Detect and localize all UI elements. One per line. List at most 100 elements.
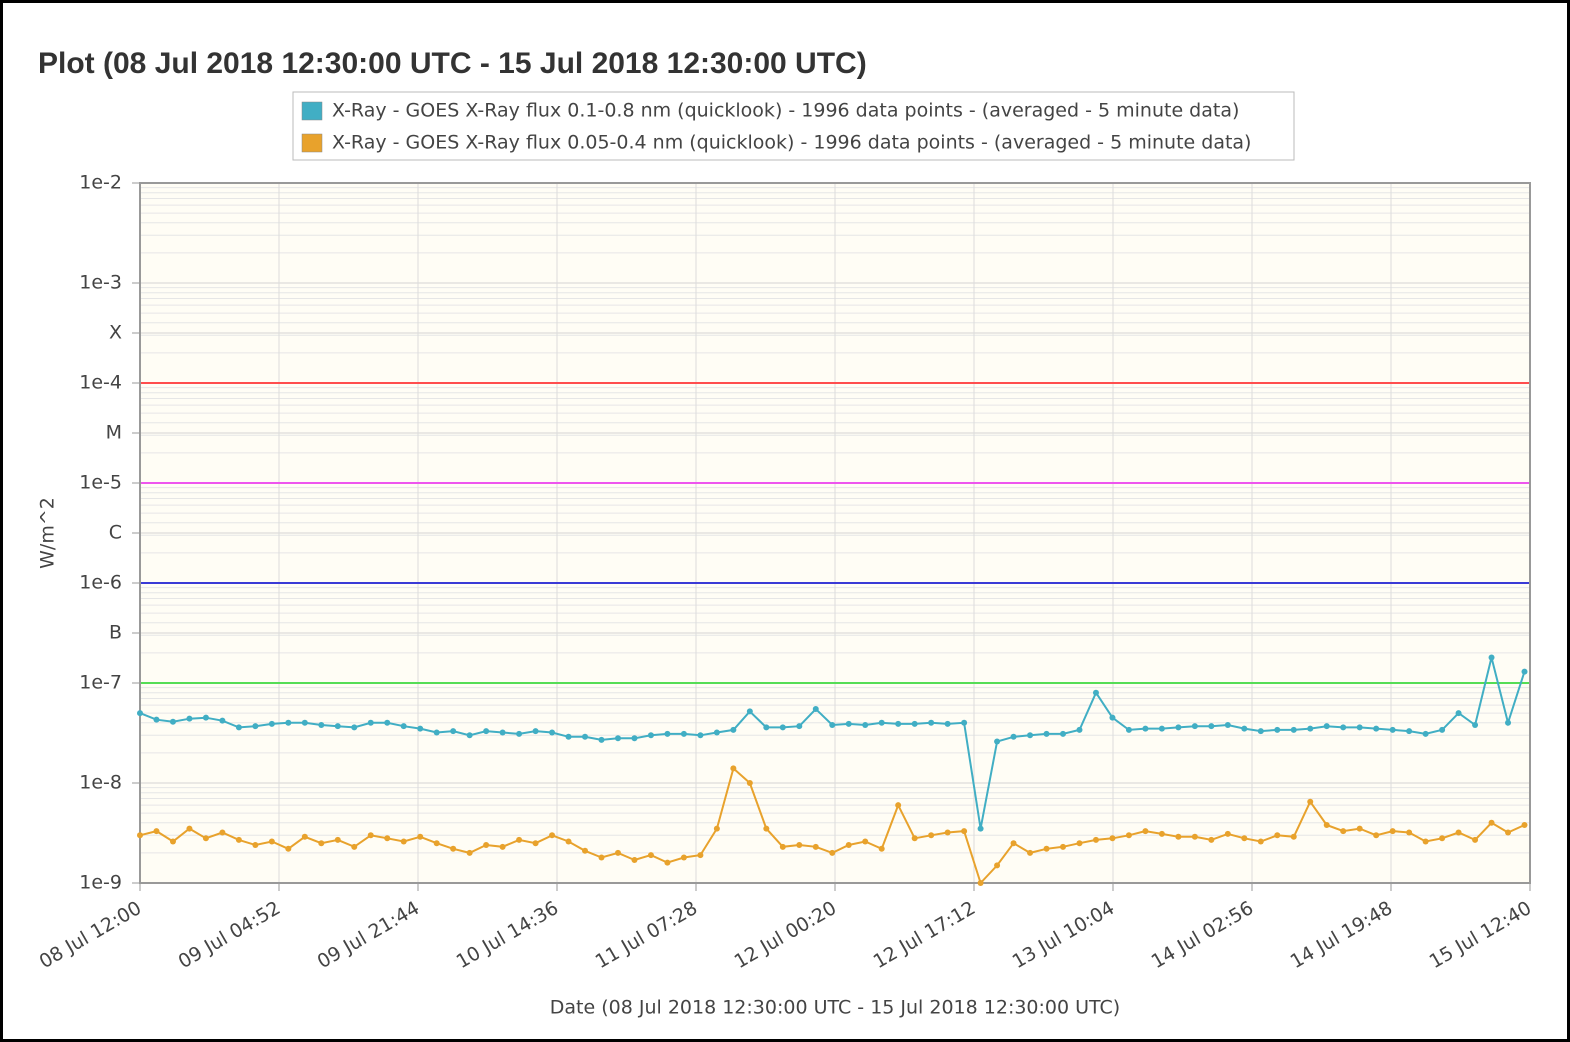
data-point [631, 856, 638, 863]
data-point [516, 836, 523, 843]
y-tick-label: C [109, 522, 122, 544]
data-point [367, 719, 374, 726]
data-point [1010, 733, 1017, 740]
data-point [450, 728, 457, 735]
data-point [911, 835, 918, 842]
data-point [1455, 710, 1462, 717]
data-point [1208, 723, 1215, 730]
data-point [812, 705, 819, 712]
data-point [895, 802, 902, 809]
legend-swatch [301, 101, 323, 121]
data-point [977, 825, 984, 832]
data-point [252, 841, 259, 848]
data-point [1356, 724, 1363, 731]
data-point [1455, 829, 1462, 836]
data-point [895, 720, 902, 727]
data-point [1521, 668, 1528, 675]
data-point [1092, 836, 1099, 843]
legend-label: X-Ray - GOES X-Ray flux 0.05-0.4 nm (qui… [332, 132, 1251, 154]
legend-label: X-Ray - GOES X-Ray flux 0.1-0.8 nm (quic… [332, 100, 1239, 122]
data-point [1356, 825, 1363, 832]
y-tick-label: 1e-7 [79, 672, 122, 694]
data-point [1142, 828, 1149, 835]
data-point [202, 714, 209, 721]
data-point [878, 719, 885, 726]
data-point [219, 829, 226, 836]
y-tick-label: 1e-6 [79, 572, 122, 594]
data-point [911, 720, 918, 727]
data-point [862, 722, 869, 729]
data-point [1142, 725, 1149, 732]
data-point [532, 728, 539, 735]
data-point [1092, 689, 1099, 696]
data-point [153, 828, 160, 835]
data-point [614, 849, 621, 856]
data-point [400, 723, 407, 730]
data-point [169, 718, 176, 725]
data-point [153, 716, 160, 723]
data-point [367, 832, 374, 839]
data-point [647, 732, 654, 739]
data-point [1389, 828, 1396, 835]
legend-box [292, 91, 1295, 161]
data-point [1125, 832, 1132, 839]
data-point [499, 729, 506, 736]
x-axis-title: Date (08 Jul 2018 12:30:00 UTC - 15 Jul … [550, 997, 1120, 1019]
chart-title: Plot (08 Jul 2018 12:30:00 UTC - 15 Jul … [38, 47, 867, 80]
data-point [829, 849, 836, 856]
y-axis-title: W/m^2 [37, 497, 59, 569]
y-tick-label: M [106, 422, 122, 444]
data-point [483, 728, 490, 735]
data-point [466, 732, 473, 739]
data-point [664, 859, 671, 866]
data-point [713, 729, 720, 736]
data-point [944, 720, 951, 727]
data-point [1422, 838, 1429, 845]
y-tick-label: 1e-3 [79, 272, 122, 294]
data-point [351, 843, 358, 850]
data-point [400, 838, 407, 845]
data-point [647, 852, 654, 859]
data-point [862, 838, 869, 845]
data-point [268, 838, 275, 845]
data-point [1010, 840, 1017, 847]
data-point [1224, 830, 1231, 837]
data-point [1076, 726, 1083, 733]
y-tick-label: B [109, 622, 122, 644]
data-point [1158, 725, 1165, 732]
data-point [1340, 724, 1347, 731]
data-point [845, 841, 852, 848]
y-tick-label: 1e-4 [79, 372, 122, 394]
data-point [763, 724, 770, 731]
data-point [1257, 728, 1264, 735]
data-point [565, 838, 572, 845]
data-point [516, 730, 523, 737]
data-point [763, 825, 770, 832]
data-point [1109, 714, 1116, 721]
data-point [779, 843, 786, 850]
data-point [1406, 829, 1413, 836]
data-point [549, 832, 556, 839]
data-point [713, 825, 720, 832]
data-point [235, 724, 242, 731]
data-point [631, 735, 638, 742]
data-point [417, 833, 424, 840]
data-point [1340, 828, 1347, 835]
data-point [598, 736, 605, 743]
data-point [351, 724, 358, 731]
data-point [1505, 719, 1512, 726]
data-point [796, 723, 803, 730]
data-point [1389, 726, 1396, 733]
data-point [1224, 722, 1231, 729]
data-point [994, 738, 1001, 745]
data-point [1060, 730, 1067, 737]
data-point [961, 719, 968, 726]
data-point [845, 720, 852, 727]
data-point [318, 722, 325, 729]
data-point [697, 732, 704, 739]
data-point [1521, 822, 1528, 829]
data-point [994, 862, 1001, 869]
data-point [1488, 654, 1495, 661]
